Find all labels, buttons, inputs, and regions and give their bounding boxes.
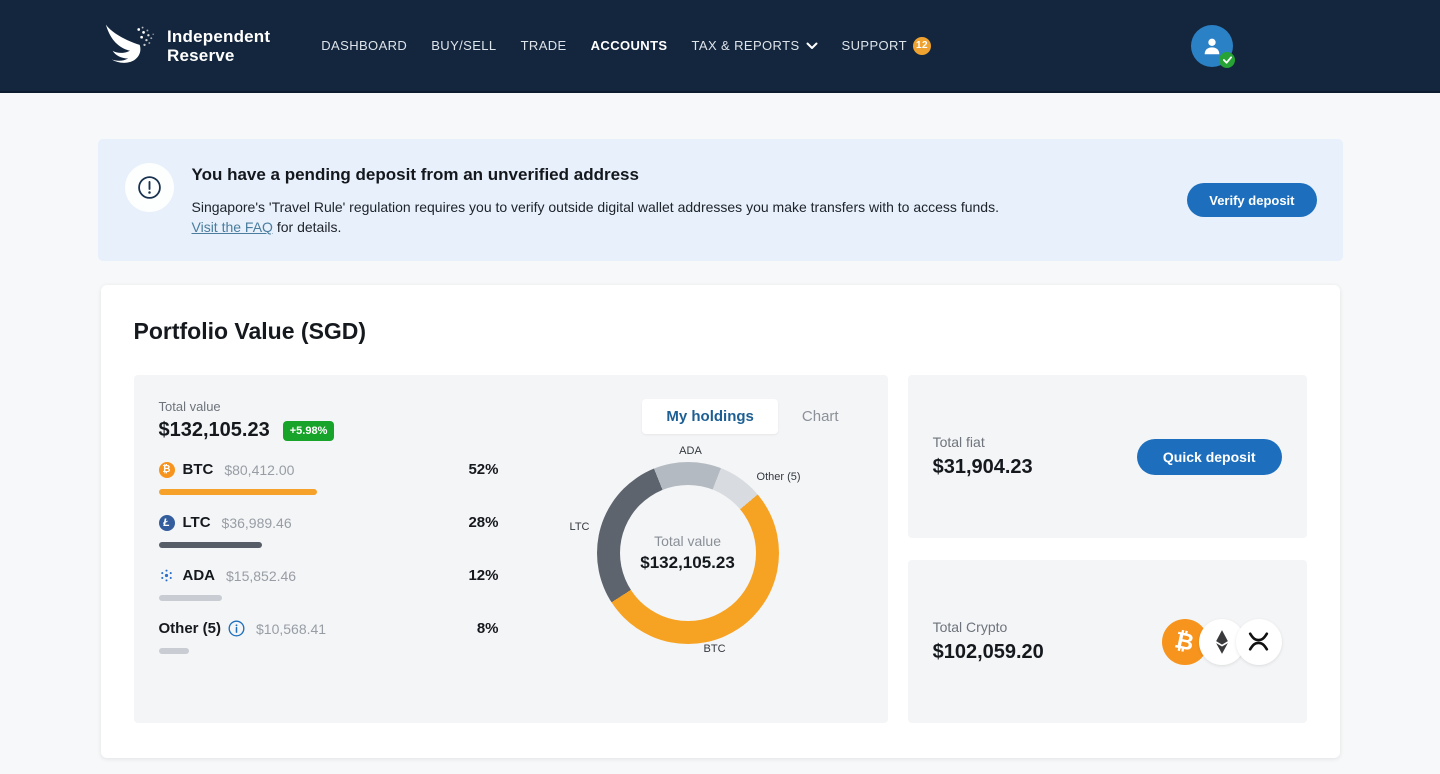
asset-value: $36,989.46 (221, 514, 292, 531)
crypto-coin-stack: ₿ (1161, 618, 1282, 665)
verify-deposit-button[interactable]: Verify deposit (1187, 183, 1317, 217)
app-header: Independent Reserve DASHBOARD BUY/SELL T… (0, 0, 1440, 93)
pending-deposit-banner: You have a pending deposit from an unver… (97, 139, 1343, 261)
asset-bar (158, 595, 222, 601)
brand-logo[interactable]: Independent Reserve (103, 21, 270, 70)
total-value-label: Total value (158, 399, 221, 414)
quick-deposit-button[interactable]: Quick deposit (1136, 438, 1282, 475)
holdings-panel: Total value $132,105.23 +5.98% ₿ BTC $80… (133, 375, 888, 723)
donut-center: Total value $132,105.23 (619, 485, 756, 621)
user-avatar[interactable] (1191, 24, 1235, 68)
alert-info-icon (124, 163, 174, 212)
xrp-coin-icon (1235, 618, 1282, 665)
asset-row-ada: ADA $15,852.46 12% (158, 567, 499, 601)
asset-bar (158, 489, 317, 495)
nav-trade[interactable]: TRADE (520, 38, 567, 53)
page-title: Portfolio Value (SGD) (133, 318, 367, 344)
nav-accounts[interactable]: ACCOUNTS (590, 38, 668, 53)
total-fiat-panel: Total fiat $31,904.23 Quick deposit (907, 375, 1307, 538)
donut-label-btc: BTC (703, 643, 726, 655)
donut-center-label: Total value (654, 533, 721, 549)
asset-percent: 12% (468, 567, 499, 584)
donut-center-value: $132,105.23 (640, 553, 735, 572)
ltc-icon: Ł (158, 514, 175, 531)
verified-check-icon (1219, 51, 1235, 68)
asset-value: $10,568.41 (256, 620, 327, 637)
asset-percent: 28% (468, 514, 499, 531)
nav-support[interactable]: SUPPORT 12 (842, 31, 931, 61)
support-count-badge: 12 (912, 36, 931, 55)
holdings-chart-tabs: My holdings Chart (642, 399, 862, 434)
donut-label-other: Other (5) (756, 471, 801, 483)
nav-buy-sell[interactable]: BUY/SELL (431, 38, 497, 53)
asset-bar (158, 542, 262, 548)
tab-chart[interactable]: Chart (801, 408, 839, 425)
asset-row-other: Other (5) $10,568.41 8% (158, 620, 499, 654)
asset-value: $15,852.46 (226, 567, 297, 584)
asset-row-ltc: Ł LTC $36,989.46 28% (158, 514, 499, 548)
faq-link[interactable]: Visit the FAQ (191, 219, 273, 235)
banner-title: You have a pending deposit from an unver… (191, 165, 639, 184)
other-info-icon[interactable] (228, 620, 245, 637)
chevron-down-icon (806, 42, 818, 50)
asset-percent: 8% (476, 620, 499, 637)
asset-symbol: LTC (182, 514, 211, 531)
asset-symbol: Other (5) (158, 620, 222, 637)
asset-symbol: BTC (182, 461, 214, 478)
nav-dashboard[interactable]: DASHBOARD (321, 38, 408, 53)
total-crypto-label: Total Crypto (932, 619, 1008, 635)
change-badge: +5.98% (282, 420, 335, 441)
main-nav: DASHBOARD BUY/SELL TRADE ACCOUNTS TAX & … (321, 31, 1191, 61)
ada-icon (159, 568, 175, 584)
banner-text: Singapore's 'Travel Rule' regulation req… (191, 199, 999, 235)
asset-row-btc: ₿ BTC $80,412.00 52% (158, 461, 499, 495)
avatar-person-icon (1191, 24, 1233, 67)
asset-symbol: ADA (182, 567, 216, 584)
total-fiat-label: Total fiat (932, 434, 985, 450)
donut-ring: Total value $132,105.23 (596, 462, 779, 644)
btc-icon: ₿ (158, 461, 175, 478)
bird-logo-icon (103, 21, 159, 70)
total-fiat-value: $31,904.23 (932, 456, 1033, 478)
total-crypto-panel: Total Crypto $102,059.20 ₿ (907, 560, 1307, 723)
asset-bar (158, 648, 189, 654)
total-crypto-value: $102,059.20 (932, 641, 1044, 663)
nav-tax-reports[interactable]: TAX & REPORTS (692, 32, 818, 59)
total-value-amount: $132,105.23 (158, 419, 270, 441)
donut-label-ltc: LTC (569, 521, 590, 533)
asset-value: $80,412.00 (224, 461, 295, 478)
allocation-donut-chart: ADA Other (5) LTC BTC Total value $132,1… (570, 445, 801, 655)
donut-label-ada: ADA (679, 445, 702, 457)
brand-name: Independent Reserve (167, 26, 271, 65)
tab-my-holdings[interactable]: My holdings (642, 399, 778, 434)
portfolio-card: Portfolio Value (SGD) Total value $132,1… (100, 285, 1340, 758)
asset-percent: 52% (468, 461, 499, 478)
